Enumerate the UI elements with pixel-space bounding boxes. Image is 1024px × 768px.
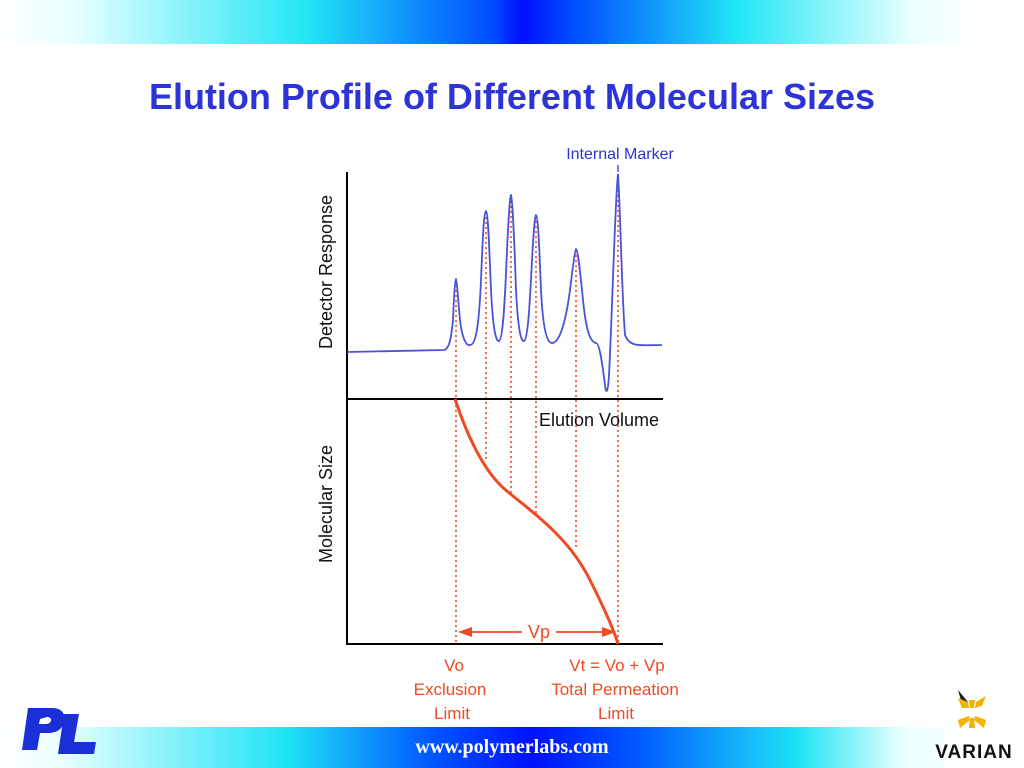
vt-total-permeation-label: Total Permeation <box>551 680 679 699</box>
vt-limit-label: Limit <box>598 704 634 723</box>
varian-wordmark: VARIAN <box>935 742 1013 763</box>
molecular-size-curve <box>453 398 620 645</box>
detector-response-trace <box>346 173 663 392</box>
vp-arrow <box>458 627 616 637</box>
varian-logo: VARIAN <box>958 690 986 728</box>
upper-y-label: Detector Response <box>316 195 336 349</box>
axes <box>346 172 663 645</box>
vp-arrow-right-head <box>602 627 616 637</box>
lower-y-label: Molecular Size <box>316 445 336 563</box>
pl-logo-p <box>22 708 65 750</box>
pl-logo: PL <box>22 708 96 754</box>
vo-label: Vo <box>444 656 464 675</box>
top-gradient-band <box>0 0 1024 44</box>
internal-marker-label: Internal Marker <box>566 146 674 163</box>
x-axis-label: Elution Volume <box>539 410 659 430</box>
vt-formula-label: Vt = Vo + Vp <box>569 656 664 675</box>
footer-url: www.polymerlabs.com <box>415 736 609 758</box>
vo-limit-label: Limit <box>434 704 470 723</box>
vp-label: Vp <box>528 622 550 642</box>
varian-star-icon <box>958 690 986 728</box>
vo-exclusion-label: Exclusion <box>414 680 487 699</box>
page-title: Elution Profile of Different Molecular S… <box>148 76 876 117</box>
pl-logo-l <box>58 714 96 754</box>
bottom-gradient-band <box>0 727 1024 768</box>
vp-arrow-left-head <box>458 627 472 637</box>
